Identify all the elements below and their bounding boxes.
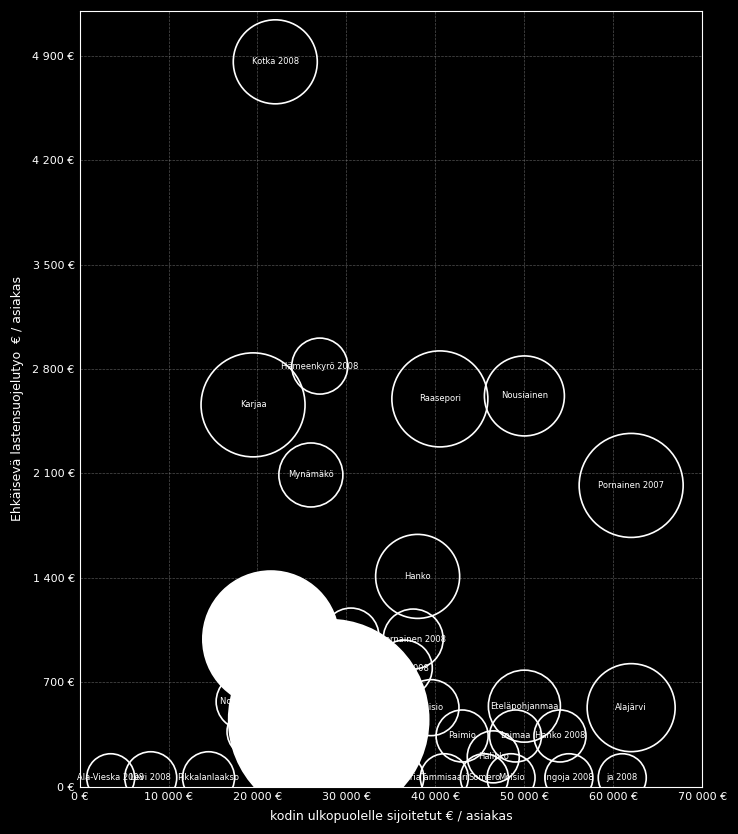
Text: Raisio 2008: Raisio 2008	[380, 664, 429, 672]
Text: Nousiainen: Nousiainen	[501, 391, 548, 400]
Text: Hanko 2008: Hanko 2008	[535, 731, 585, 741]
Text: Kotka 2008: Kotka 2008	[252, 58, 299, 67]
Y-axis label: Ehkäisevä lastensuojelutyo  € / asiakas: Ehkäisevä lastensuojelutyo € / asiakas	[11, 276, 24, 521]
Text: Imatra: Imatra	[337, 631, 365, 641]
Text: Hämeenkyrö 2008: Hämeenkyrö 2008	[281, 362, 359, 370]
Text: Ala-Vieska 2008: Ala-Vieska 2008	[77, 773, 144, 782]
Text: Paimio: Paimio	[448, 731, 476, 741]
Text: Raasepori: Raasepori	[419, 394, 461, 404]
Text: Alajärvi: Alajärvi	[615, 703, 647, 712]
Text: Loimaa: Loimaa	[500, 731, 531, 741]
Text: Nokia 2008: Nokia 2008	[221, 697, 268, 706]
Text: Karjaa: Karjaa	[240, 400, 266, 409]
Circle shape	[203, 571, 339, 707]
Text: Lohja 2008: Lohja 2008	[275, 736, 320, 745]
Text: Pornainen 2008: Pornainen 2008	[380, 635, 446, 644]
Text: Kangasala: Kangasala	[369, 752, 413, 761]
Text: Pikkalanlaakso: Pikkalanlaakso	[178, 773, 240, 782]
Text: Ingoja 2008: Ingoja 2008	[544, 773, 593, 782]
Text: ja 2008: ja 2008	[607, 773, 638, 782]
Text: Mäntsälä 2008: Mäntsälä 2008	[334, 655, 395, 664]
Text: Ruovesi: Ruovesi	[339, 773, 372, 782]
Text: Eteläpohjanmaa: Eteläpohjanmaa	[490, 701, 559, 711]
Text: Pornainen 2007: Pornainen 2007	[599, 481, 664, 490]
X-axis label: kodin ulkopuolelle sijoitetut € / asiakas: kodin ulkopuolelle sijoitetut € / asiaka…	[269, 810, 512, 823]
Text: Levi 2008: Levi 2008	[131, 773, 171, 782]
Text: Raisio: Raisio	[418, 703, 444, 712]
Text: Somero: Somero	[468, 773, 500, 782]
Text: Askola: Askola	[239, 727, 266, 736]
Text: Alavaporia: Alavaporia	[377, 773, 422, 782]
Text: Tammisaari: Tammisaari	[421, 773, 468, 782]
Text: Muurla 2007: Muurla 2007	[244, 635, 297, 644]
Text: Halikko: Halikko	[477, 752, 508, 761]
Text: Kauhava: Kauhava	[302, 773, 338, 782]
Text: Kuusankoski 2006: Kuusankoski 2006	[206, 642, 282, 651]
Text: Hausjoki: Hausjoki	[262, 773, 297, 782]
Text: Eura 2008: Eura 2008	[307, 715, 350, 724]
Text: Hanko: Hanko	[404, 572, 431, 581]
Circle shape	[229, 620, 429, 820]
Text: Imatra 2008: Imatra 2008	[312, 645, 363, 654]
Text: Mynämäkö: Mynämäkö	[288, 470, 334, 480]
Text: Moisio: Moisio	[497, 773, 525, 782]
